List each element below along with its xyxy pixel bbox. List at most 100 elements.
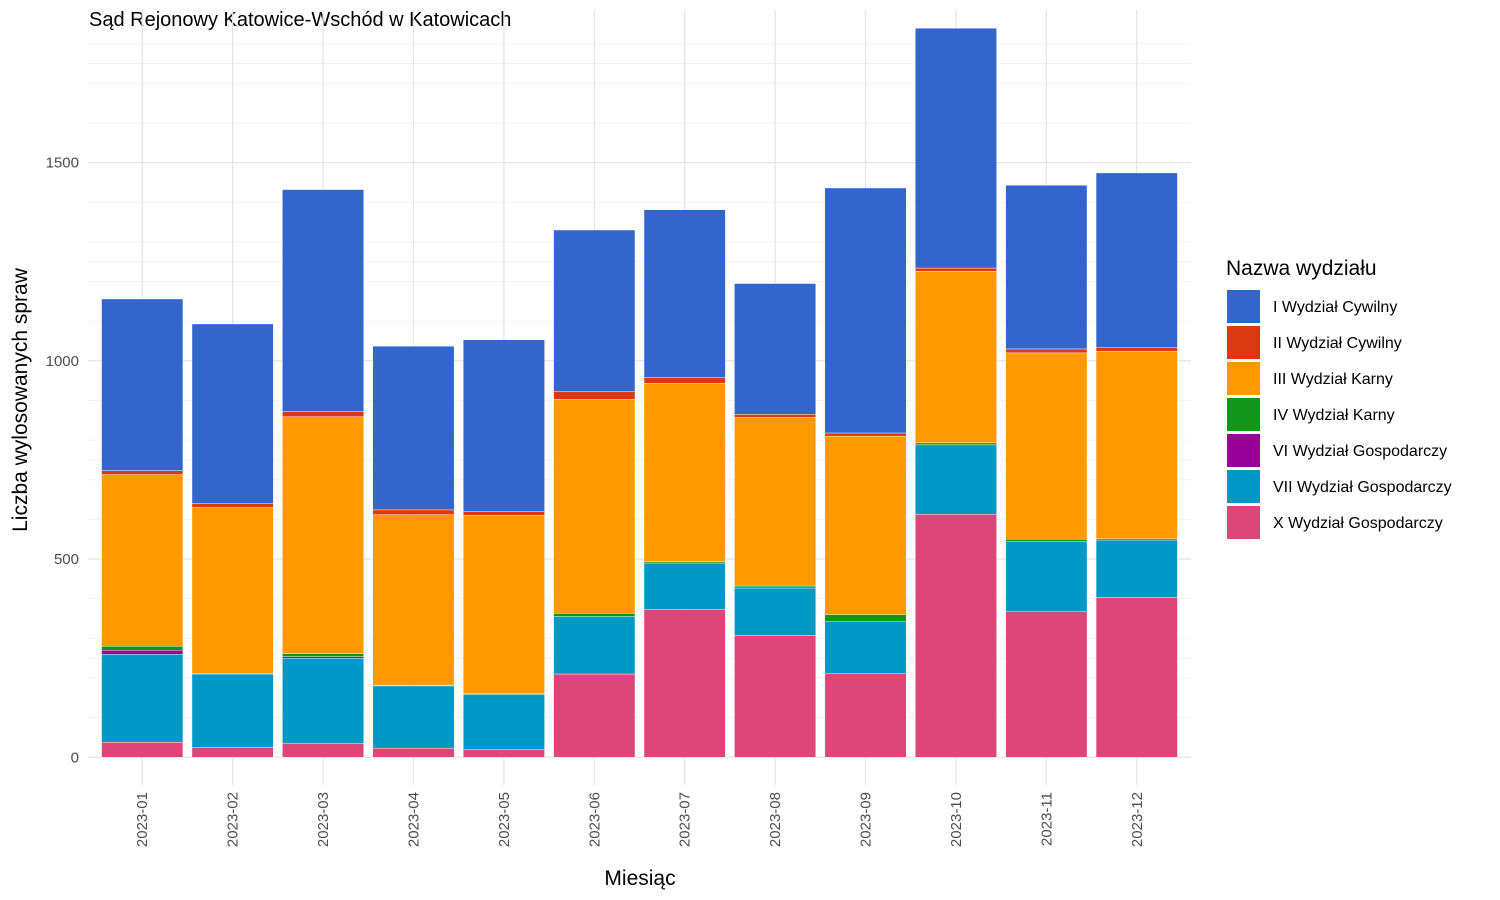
bar-segment xyxy=(824,614,907,622)
bar-segment xyxy=(282,653,364,657)
legend: I Wydział Cywilny II Wydział Cywilny III W… xyxy=(1227,290,1452,539)
bar-segment xyxy=(734,417,816,587)
bar-segment xyxy=(1005,541,1088,612)
bar-segment xyxy=(1095,351,1178,540)
x-tick-label: 2023-07 xyxy=(677,792,694,847)
x-tick-label: 2023-10 xyxy=(948,792,965,847)
x-tick-label: 2023-02 xyxy=(225,792,242,847)
bar-segment xyxy=(1005,611,1088,758)
bar-segment xyxy=(191,673,274,748)
bar-segment xyxy=(734,585,816,589)
legend-swatch xyxy=(1227,398,1260,431)
bar-segment xyxy=(643,209,726,378)
legend-swatch xyxy=(1227,290,1260,323)
bar-segment xyxy=(101,298,184,471)
bar-segment xyxy=(734,635,816,758)
bar-segment xyxy=(282,189,364,412)
bar-segment xyxy=(553,391,636,400)
bars xyxy=(101,28,1178,758)
y-axis-title: Liczba wylosowanych spraw xyxy=(9,267,32,532)
y-tick-label: 1000 xyxy=(46,353,79,370)
bar-segment xyxy=(191,323,274,504)
x-axis-ticks: 2023-01 2023-02 2023-03 2023-04 2023-05 2023-… xyxy=(134,792,1146,847)
legend-label: X Wydział Gospodarczy xyxy=(1273,515,1443,532)
bar-segment xyxy=(734,283,816,415)
y-tick-label: 0 xyxy=(71,749,79,766)
bar-segment xyxy=(101,646,184,651)
legend-title: Nazwa wydziału xyxy=(1226,257,1377,280)
bar-segment xyxy=(824,187,907,434)
x-tick-label: 2023-05 xyxy=(496,792,513,847)
legend-swatch xyxy=(1227,326,1260,359)
x-tick-label: 2023-06 xyxy=(586,792,603,847)
x-tick-label: 2023-11 xyxy=(1038,792,1055,846)
bar-segment xyxy=(1005,348,1088,354)
bar-segment xyxy=(643,609,726,758)
bar-segment xyxy=(282,743,364,758)
y-tick-label: 500 xyxy=(54,551,79,568)
bar-segment xyxy=(463,511,545,516)
legend-label: VII Wydział Gospodarczy xyxy=(1273,479,1452,496)
y-axis-ticks: 0 500 1000 1500 xyxy=(46,155,79,767)
bar-segment xyxy=(191,507,274,674)
legend-label: I Wydział Cywilny xyxy=(1273,299,1397,316)
bar-segment xyxy=(282,416,364,654)
legend-swatch xyxy=(1227,470,1260,503)
bar-segment xyxy=(824,435,907,615)
legend-label: II Wydział Cywilny xyxy=(1273,335,1402,352)
bar-segment xyxy=(282,656,364,659)
legend-label: IV Wydział Karny xyxy=(1273,407,1395,424)
bar-segment xyxy=(463,339,545,512)
x-tick-label: 2023-08 xyxy=(767,792,784,847)
bar-segment xyxy=(824,432,907,437)
bar-segment xyxy=(101,653,184,743)
bar-segment xyxy=(915,444,997,515)
bar-segment xyxy=(553,229,636,392)
x-tick-label: 2023-04 xyxy=(405,792,422,847)
bar-segment xyxy=(824,673,907,758)
chart-title: Sąd Rejonowy Katowice-Wschód w Katowicac… xyxy=(89,9,511,31)
bar-segment xyxy=(553,613,636,617)
x-tick-label: 2023-03 xyxy=(315,792,332,847)
bar-segment xyxy=(191,503,274,508)
bar-segment xyxy=(282,411,364,417)
bar-segment xyxy=(101,474,184,647)
legend-label: III Wydział Karny xyxy=(1273,371,1393,388)
bar-segment xyxy=(1095,597,1178,758)
bar-segment xyxy=(1005,185,1088,350)
bar-segment xyxy=(734,414,816,418)
bar-segment xyxy=(553,673,636,758)
bar-segment xyxy=(915,442,997,446)
bar-segment xyxy=(463,515,545,695)
bar-segment xyxy=(191,747,274,758)
x-axis-title: Miesiąc xyxy=(604,867,675,890)
bar-segment xyxy=(463,694,545,750)
bar-segment xyxy=(643,383,726,563)
bar-segment xyxy=(915,267,997,272)
bar-segment xyxy=(101,741,184,758)
bar-segment xyxy=(643,377,726,384)
bar-segment xyxy=(372,509,455,515)
bar-segment xyxy=(1005,539,1088,542)
bar-segment xyxy=(372,514,455,686)
bar-segment xyxy=(553,616,636,675)
bar-segment xyxy=(372,685,455,749)
bar-segment xyxy=(372,747,455,758)
legend-swatch xyxy=(1227,506,1260,539)
x-tick-label: 2023-01 xyxy=(134,792,151,847)
bar-segment xyxy=(101,470,184,475)
bar-segment xyxy=(824,621,907,674)
bar-segment xyxy=(463,749,545,758)
y-tick-label: 1500 xyxy=(46,155,79,172)
bar-segment xyxy=(915,28,997,269)
bar-segment xyxy=(915,514,997,758)
x-tick-label: 2023-09 xyxy=(858,792,875,847)
bar-segment xyxy=(1095,347,1178,352)
legend-swatch xyxy=(1227,434,1260,467)
bar-segment xyxy=(1095,539,1178,598)
bar-segment xyxy=(553,399,636,614)
bar-segment xyxy=(734,587,816,636)
bar-segment xyxy=(643,562,726,610)
bar-segment xyxy=(1095,172,1178,348)
